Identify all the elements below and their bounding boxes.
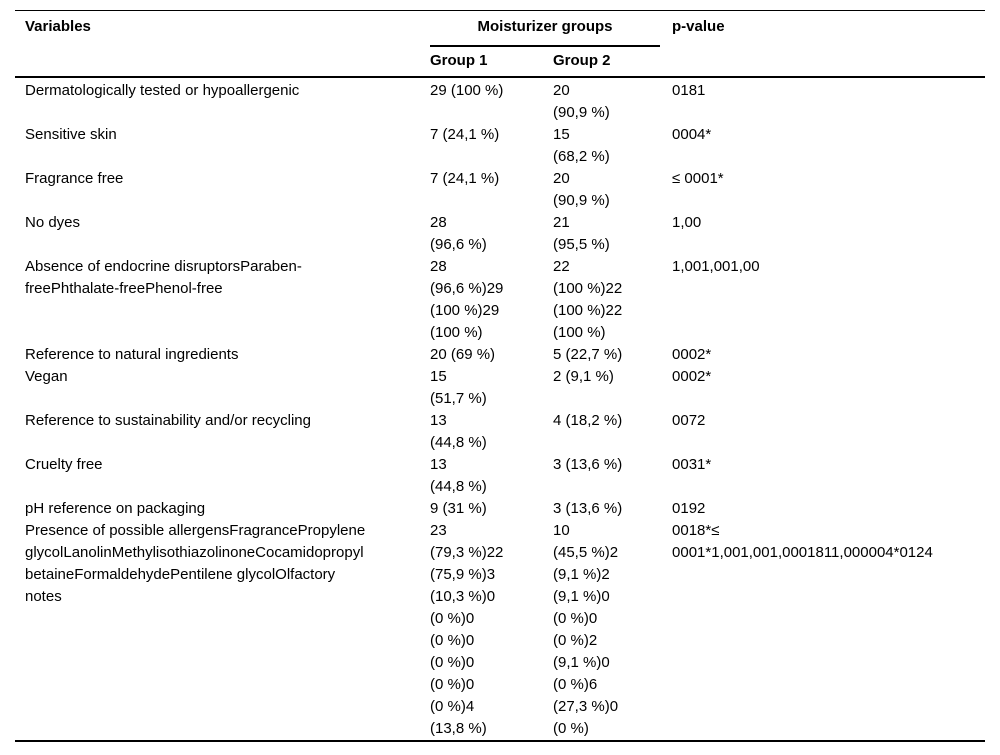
table-row: Reference to natural ingredients 20 (69 … — [15, 344, 985, 366]
table-row: Dermatologically tested or hypoallergeni… — [15, 77, 985, 124]
group2-cell: 2 (9,1 %) — [553, 368, 614, 385]
group2-cell: 20 (90,9 %) — [553, 170, 610, 209]
pvalue-cell: ≤ 0001* — [672, 170, 724, 187]
group2-cell: 4 (18,2 %) — [553, 412, 623, 429]
subcolumn-header-group1: Group 1 — [430, 47, 553, 78]
variable-cell: pH reference on packaging — [25, 500, 206, 517]
pvalue-cell: 0031* — [672, 456, 712, 473]
group1-cell: 9 (31 %) — [430, 500, 487, 517]
column-group-header-moisturizer-groups: Moisturizer groups — [430, 11, 672, 47]
column-header-variables: Variables — [15, 10, 430, 78]
table-row: Sensitive skin 7 (24,1 %) 15 (68,2 %) 00… — [15, 124, 985, 168]
table-row: pH reference on packaging 9 (31 %) 3 (13… — [15, 498, 985, 520]
group2-cell: 21 (95,5 %) — [553, 214, 610, 253]
pvalue-cell: 0181 — [672, 82, 706, 99]
variable-cell: Fragrance free — [25, 170, 124, 187]
table-row: Vegan 15 (51,7 %) 2 (9,1 %) 0002* — [15, 366, 985, 410]
table-row: Absence of endocrine disruptorsParaben- … — [15, 256, 985, 344]
variable-cell: Dermatologically tested or hypoallergeni… — [25, 82, 300, 99]
group1-cell: 15 (51,7 %) — [430, 368, 487, 407]
group1-cell: 7 (24,1 %) — [430, 170, 500, 187]
column-header-pvalue: p-value — [672, 10, 986, 78]
paper-table-container: Variables Moisturizer groups p-value Gro… — [15, 10, 986, 742]
variable-cell: Sensitive skin — [25, 126, 117, 143]
group1-cell: 13 (44,8 %) — [430, 412, 487, 451]
variable-cell: Vegan — [25, 368, 68, 385]
group1-cell: 29 (100 %) — [430, 82, 504, 99]
group2-cell: 3 (13,6 %) — [553, 456, 623, 473]
group1-cell: 13 (44,8 %) — [430, 456, 487, 495]
table-body: Dermatologically tested or hypoallergeni… — [15, 77, 985, 741]
comparison-table: Variables Moisturizer groups p-value Gro… — [15, 10, 986, 742]
group1-cell: 7 (24,1 %) — [430, 126, 500, 143]
group2-cell: 3 (13,6 %) — [553, 500, 623, 517]
group2-cell: 10 (45,5 %)2 (9,1 %)2 (9,1 %)0 (0 %)0 (0… — [553, 522, 619, 737]
variable-cell: Reference to sustainability and/or recyc… — [25, 412, 311, 429]
table-row: Fragrance free 7 (24,1 %) 20 (90,9 %) ≤ … — [15, 168, 985, 212]
pvalue-cell: 0192 — [672, 500, 706, 517]
table-row: Reference to sustainability and/or recyc… — [15, 410, 985, 454]
variable-cell: Cruelty free — [25, 456, 103, 473]
group1-cell: 28 (96,6 %) — [430, 214, 487, 253]
variable-cell: Absence of endocrine disruptorsParaben- … — [25, 258, 302, 297]
table-row: Cruelty free 13 (44,8 %) 3 (13,6 %) 0031… — [15, 454, 985, 498]
variable-cell: Reference to natural ingredients — [25, 346, 239, 363]
table-row: Presence of possible allergensFragranceP… — [15, 520, 985, 741]
pvalue-cell: 0002* — [672, 346, 712, 363]
subcolumn-header-group2: Group 2 — [553, 47, 673, 78]
pvalue-cell: 0072 — [672, 412, 706, 429]
group2-cell: 5 (22,7 %) — [553, 346, 623, 363]
table-row: No dyes 28 (96,6 %) 21 (95,5 %) 1,00 — [15, 212, 985, 256]
group2-cell: 22 (100 %)22 (100 %)22 (100 %) — [553, 258, 623, 341]
pvalue-cell: 1,001,001,00 — [672, 258, 760, 275]
variable-cell: Presence of possible allergensFragranceP… — [25, 522, 366, 605]
pvalue-cell: 0004* — [672, 126, 712, 143]
group2-cell: 20 (90,9 %) — [553, 82, 610, 121]
group2-cell: 15 (68,2 %) — [553, 126, 610, 165]
moisturizer-groups-label: Moisturizer groups — [430, 16, 661, 47]
group1-cell: 28 (96,6 %)29 (100 %)29 (100 %) — [430, 258, 504, 341]
group1-cell: 20 (69 %) — [430, 346, 496, 363]
pvalue-cell: 0018*≤ 0001*1,001,001,0001811,000004*012… — [672, 522, 933, 561]
group1-cell: 23 (79,3 %)22 (75,9 %)3 (10,3 %)0 (0 %)0… — [430, 522, 504, 737]
pvalue-cell: 1,00 — [672, 214, 702, 231]
table-header: Variables Moisturizer groups p-value Gro… — [15, 10, 986, 78]
pvalue-cell: 0002* — [672, 368, 712, 385]
variable-cell: No dyes — [25, 214, 81, 231]
